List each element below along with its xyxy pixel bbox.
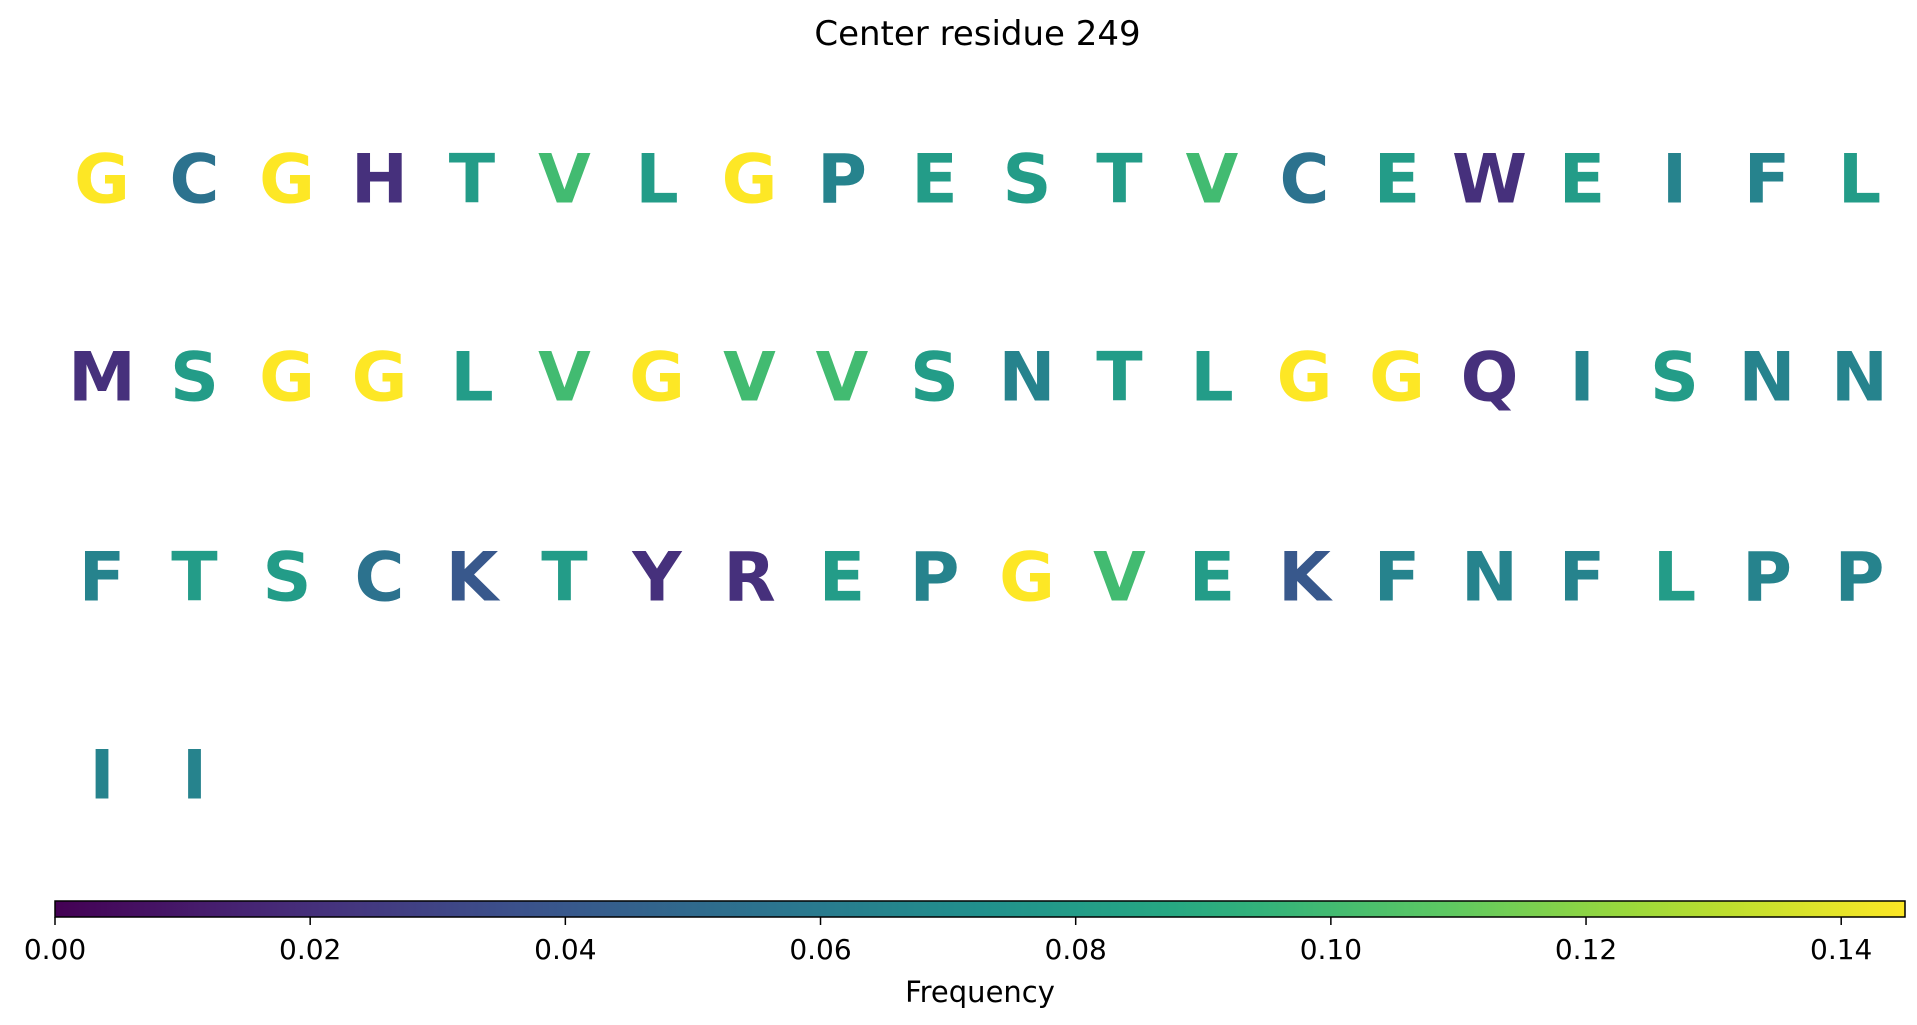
colorbar-tick-label: 0.14 [1810,933,1872,966]
residue-letter: V [1093,539,1146,618]
residue-letter: S [170,339,219,418]
residue-letter: G [259,141,315,220]
residue-letter: S [263,539,312,618]
residue-letter: N [1461,539,1518,618]
residue-letter: P [1742,539,1792,618]
residue-letter: Q [1461,339,1519,418]
residue-letters: G C G H T V L G P E S T V C E W E I F LM S G G L V G V V S N T L G G Q I S N N… [68,141,1888,816]
residue-letter: T [1096,339,1143,418]
colorbar-tick-label: 0.00 [24,933,86,966]
residue-letter: E [1559,141,1605,220]
residue-letter: L [1838,141,1881,220]
residue-letter: G [259,339,315,418]
residue-letter: P [1835,539,1885,618]
residue-letter: T [541,539,588,618]
colorbar-tick-label: 0.06 [789,933,851,966]
residue-letter: G [1369,339,1425,418]
colorbar-tick-label: 0.02 [279,933,341,966]
residue-letter: G [352,339,408,418]
residue-letter: I [1662,141,1687,220]
residue-letter: Y [631,539,682,618]
residue-letter: I [89,737,114,816]
residue-letter: E [1374,141,1420,220]
residue-letter: F [1559,539,1605,618]
residue-letter: G [74,141,130,220]
residue-letter: P [817,141,867,220]
residue-letter: L [450,339,493,418]
residue-letter: T [171,539,218,618]
residue-letter: R [723,539,775,618]
residue-letter: F [1374,539,1420,618]
residue-letter: T [449,141,496,220]
colorbar: 0.00 0.02 0.04 0.06 0.08 0.10 0.12 0.14 Frequenc… [24,900,1906,1009]
residue-letter: V [538,339,591,418]
residue-letter: P [910,539,960,618]
residue-letter: C [355,539,405,618]
residue-letter: L [1190,339,1233,418]
colorbar-tick-label: 0.08 [1045,933,1107,966]
residue-letter: G [722,141,778,220]
residue-letter: K [1278,539,1333,618]
residue-letter: T [1096,141,1143,220]
residue-letter: W [1452,141,1527,220]
residue-letter: V [723,339,776,418]
residue-letter: V [538,141,591,220]
residue-letter: N [1831,339,1888,418]
residue-letter: G [1277,339,1333,418]
residue-letter: E [1189,539,1235,618]
colorbar-gradient [54,900,1906,918]
colorbar-tick-label: 0.10 [1300,933,1362,966]
residue-letter: E [911,141,957,220]
residue-letter: S [1003,141,1052,220]
residue-letter: G [629,339,685,418]
residue-letter: M [68,339,136,418]
colorbar-tick-label: 0.12 [1555,933,1617,966]
residue-letter: L [635,141,678,220]
colorbar-tick-label: 0.04 [534,933,596,966]
residue-letter: F [1744,141,1790,220]
residue-letter: I [182,737,207,816]
residue-letter: G [999,539,1055,618]
residue-letter: I [1569,339,1594,418]
residue-letter: V [816,339,869,418]
residue-letter: S [1650,339,1699,418]
residue-letter: E [819,539,865,618]
residue-letter: L [1653,539,1696,618]
chart-title: Center residue 249 [814,14,1141,54]
residue-letter: C [170,141,220,220]
residue-letter: V [1186,141,1239,220]
residue-letter: H [351,141,408,220]
residue-letter: F [79,539,125,618]
residue-letter: N [1739,339,1796,418]
residue-letter: K [446,539,501,618]
residue-letter: N [999,339,1056,418]
colorbar-label: Frequency [905,975,1055,1009]
residue-letter: C [1280,141,1330,220]
residue-letter: S [910,339,959,418]
